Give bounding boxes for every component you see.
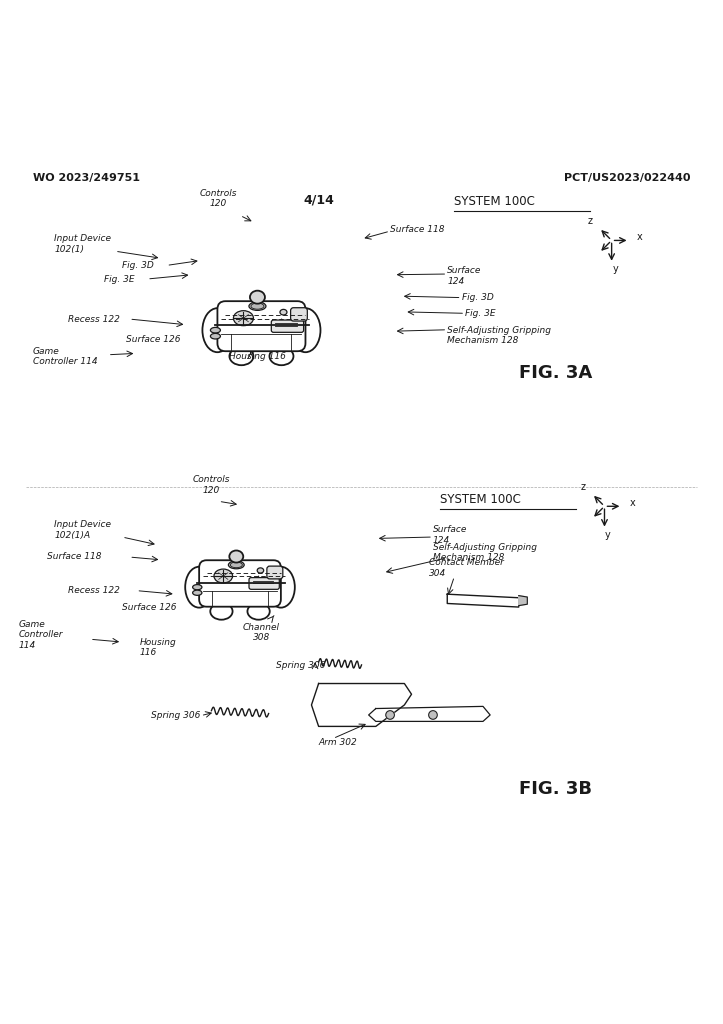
Text: Surface 126: Surface 126 [126,335,180,343]
Circle shape [386,711,394,719]
Ellipse shape [250,291,265,304]
Ellipse shape [270,347,294,366]
FancyBboxPatch shape [199,560,281,606]
FancyBboxPatch shape [291,308,307,322]
Text: FIG. 3A: FIG. 3A [518,365,592,382]
Text: PCT/US2023/022440: PCT/US2023/022440 [564,172,690,182]
Text: Recess 122: Recess 122 [69,586,120,595]
Text: x: x [637,231,643,242]
Ellipse shape [280,309,287,315]
Text: Surface 118: Surface 118 [47,552,101,561]
Ellipse shape [202,308,232,352]
Ellipse shape [267,566,295,607]
Text: Controls
120: Controls 120 [200,188,237,208]
Text: Surface
124: Surface 124 [448,266,482,286]
Text: z: z [580,482,585,493]
Ellipse shape [229,347,254,366]
Polygon shape [312,684,411,726]
Text: y: y [605,530,611,540]
Text: SYSTEM 100C: SYSTEM 100C [455,196,535,208]
Ellipse shape [210,334,221,339]
Text: Housing 116: Housing 116 [229,352,286,361]
Text: Game
Controller 114: Game Controller 114 [33,346,98,366]
FancyBboxPatch shape [267,566,283,579]
Text: Spring 306: Spring 306 [150,712,200,720]
Text: Spring 306: Spring 306 [275,662,325,670]
Text: Surface 118: Surface 118 [390,225,445,234]
Text: WO 2023/249751: WO 2023/249751 [33,172,140,182]
Ellipse shape [234,310,254,326]
FancyBboxPatch shape [249,578,279,590]
Text: Housing
116: Housing 116 [140,638,176,657]
Text: x: x [630,498,636,508]
Ellipse shape [291,308,320,352]
Ellipse shape [185,566,213,607]
Text: Fig. 3E: Fig. 3E [104,274,135,284]
Ellipse shape [257,568,264,573]
Text: Fig. 3E: Fig. 3E [465,309,496,317]
Ellipse shape [210,328,221,333]
Polygon shape [448,594,518,607]
Circle shape [429,711,437,719]
Ellipse shape [249,302,266,310]
Text: Contact Member
304: Contact Member 304 [429,558,504,578]
Text: Game
Controller
114: Game Controller 114 [19,620,63,650]
Ellipse shape [229,551,243,562]
Text: Recess 122: Recess 122 [69,314,120,324]
FancyBboxPatch shape [218,301,306,351]
Text: FIG. 3B: FIG. 3B [518,780,591,799]
Text: Fig. 3D: Fig. 3D [461,293,493,302]
Ellipse shape [247,603,270,620]
Text: Input Device
102(1): Input Device 102(1) [54,234,111,254]
Polygon shape [369,707,490,721]
Text: Channel
308: Channel 308 [243,623,280,642]
Text: Controls
120: Controls 120 [192,475,230,495]
Text: Self-Adjusting Gripping
Mechanism 128: Self-Adjusting Gripping Mechanism 128 [433,543,537,562]
Ellipse shape [230,562,242,567]
Text: Input Device
102(1)A: Input Device 102(1)A [54,520,111,540]
Text: Arm 302: Arm 302 [319,737,357,746]
Text: 4/14: 4/14 [303,194,334,207]
Polygon shape [518,596,527,605]
Text: Self-Adjusting Gripping
Mechanism 128: Self-Adjusting Gripping Mechanism 128 [448,326,551,345]
Ellipse shape [251,303,264,309]
Ellipse shape [192,590,202,595]
Text: Surface
124: Surface 124 [433,525,467,545]
Text: SYSTEM 100C: SYSTEM 100C [440,494,521,506]
Ellipse shape [210,603,233,620]
Ellipse shape [192,585,202,590]
Text: Fig. 3D: Fig. 3D [122,261,154,270]
Ellipse shape [228,561,244,568]
Text: z: z [587,216,592,226]
Text: y: y [612,264,618,274]
FancyBboxPatch shape [271,321,304,333]
Text: Surface 126: Surface 126 [122,602,176,611]
Ellipse shape [214,569,233,583]
